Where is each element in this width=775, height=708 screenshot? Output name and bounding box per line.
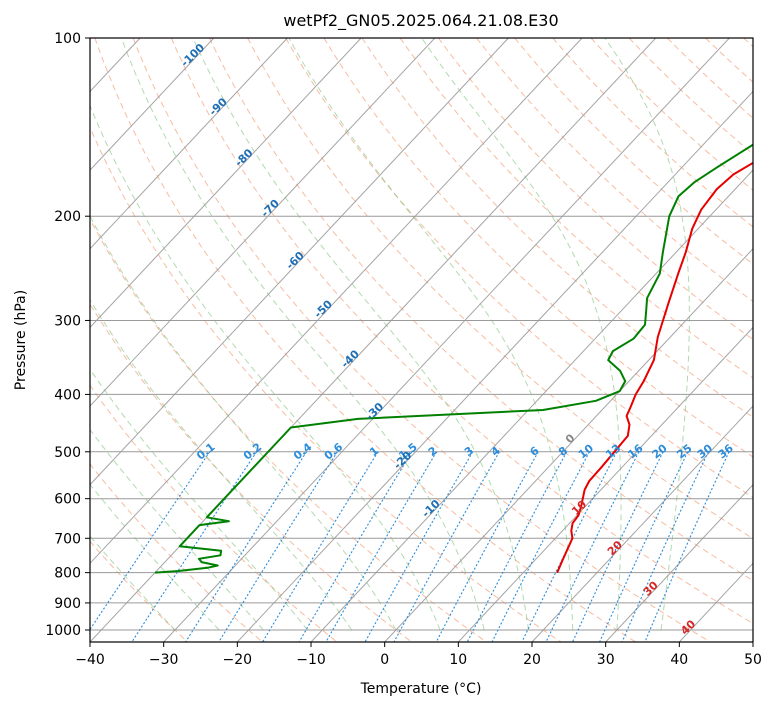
y-tick-label: 400 [54, 387, 81, 403]
x-axis-label: Temperature (°C) [360, 681, 482, 697]
mixing-ratio-line [521, 451, 618, 642]
y-tick-label: 300 [54, 314, 81, 330]
x-tick-label: 50 [744, 652, 762, 668]
isotherm-line [90, 38, 583, 565]
isotherm-line [457, 326, 753, 642]
moist-adiabat [90, 428, 264, 631]
mixing-ratio-line [491, 451, 590, 642]
isotherm-line [310, 169, 753, 642]
dry-adiabat [90, 126, 562, 642]
temperature-profile [556, 161, 753, 573]
mixing-ratio-line [545, 451, 640, 642]
isotherm-line [163, 38, 730, 642]
moist-adiabat [604, 38, 690, 631]
y-tick-label: 900 [54, 596, 81, 612]
dry-adiabat [208, 38, 753, 582]
dry-adiabat [90, 218, 488, 642]
x-tick-label: 0 [380, 652, 389, 668]
y-tick-label: 500 [54, 445, 81, 461]
moist-adiabat [90, 104, 441, 631]
x-tick-label: −30 [149, 652, 179, 668]
x-tick-label: −20 [223, 652, 253, 668]
y-tick-label: 100 [54, 31, 81, 47]
mixing-ratio-line [325, 451, 437, 642]
dry-adiabat [90, 463, 264, 642]
y-tick-label: 200 [54, 209, 81, 225]
plot-frame [89, 37, 754, 643]
y-tick-label: 1000 [45, 623, 81, 639]
mixing-ratio-line [466, 451, 568, 642]
mixing-ratio-line [571, 451, 664, 642]
dewpoint-profile [154, 143, 753, 574]
mixing-ratio-line [131, 451, 258, 642]
y-tick-label: 700 [54, 531, 81, 547]
mixing-ratio-line [364, 451, 474, 642]
x-tick-label: 20 [523, 652, 541, 668]
moist-adiabat [288, 38, 574, 630]
isotherm-line [384, 248, 753, 642]
mixing-ratio-line [261, 451, 379, 642]
x-tick-label: −40 [75, 652, 105, 668]
chart-title: wetPf2_GN05.2025.064.21.08.E30 [283, 11, 558, 31]
isotherm-line [90, 38, 509, 486]
dry-adiabat [437, 38, 753, 341]
x-tick-label: 30 [597, 652, 615, 668]
x-tick-label: −10 [296, 652, 326, 668]
isotherm-line [605, 483, 753, 642]
axes: −40 −30 −20 −10 0 10 20 30 40 50 100 200 300 400 500 60… [45, 31, 762, 668]
mixing-ratio-line [435, 451, 539, 642]
mixing-ratio-line [599, 451, 689, 642]
moist-adiabat [192, 38, 529, 631]
y-axis-label: Pressure (hPa) [13, 290, 29, 390]
dry-adiabat [90, 384, 338, 642]
mixing-ratio-line [90, 451, 211, 631]
dry-adiabat [476, 38, 753, 303]
moist-adiabat [90, 299, 353, 631]
x-tick-label: 40 [670, 652, 688, 668]
isotherm-line [531, 405, 753, 642]
plot-area [90, 38, 753, 642]
dry-adiabat [285, 38, 753, 499]
isotherm-line [90, 38, 215, 171]
isotherm-line [236, 90, 753, 642]
moist-adiabat [90, 368, 308, 631]
moist-adiabat [90, 214, 397, 631]
mixing-ratio-line [393, 451, 500, 642]
mixing-ratio-line [218, 451, 338, 642]
isotherm-line [90, 38, 436, 407]
moist-adiabat [120, 38, 485, 631]
dry-adiabat [90, 540, 189, 642]
x-tick-label: 10 [449, 652, 467, 668]
dry-adiabat [399, 38, 753, 379]
dry-adiabat [170, 38, 753, 624]
y-tick-label: 800 [54, 566, 81, 582]
y-tick-label: 600 [54, 492, 81, 508]
isotherm-line [90, 38, 362, 329]
mixing-ratio-line [621, 451, 709, 642]
dry-adiabat [94, 38, 637, 642]
isotherm-line [90, 38, 288, 250]
mixing-ratio-line [184, 451, 307, 642]
dry-adiabat [132, 38, 712, 642]
